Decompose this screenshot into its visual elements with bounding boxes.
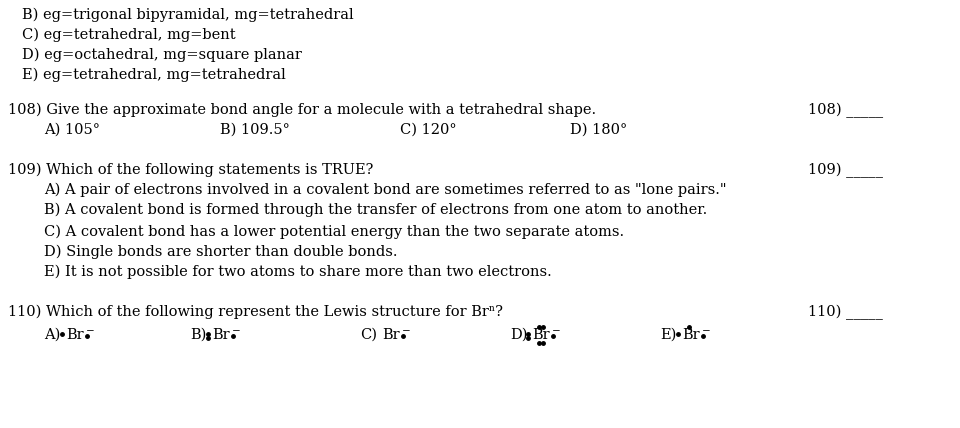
Text: C) 120°: C) 120° [400, 123, 457, 137]
Text: −: − [86, 327, 95, 336]
Text: A): A) [44, 328, 60, 342]
Text: −: − [402, 327, 411, 336]
Text: C) eg=tetrahedral, mg=bent: C) eg=tetrahedral, mg=bent [22, 28, 235, 42]
Text: B) 109.5°: B) 109.5° [220, 123, 290, 137]
Text: Br: Br [212, 328, 229, 342]
Text: E) eg=tetrahedral, mg=tetrahedral: E) eg=tetrahedral, mg=tetrahedral [22, 68, 286, 83]
Text: C) A covalent bond has a lower potential energy than the two separate atoms.: C) A covalent bond has a lower potential… [44, 225, 624, 239]
Text: A) 105°: A) 105° [44, 123, 100, 137]
Text: B) A covalent bond is formed through the transfer of electrons from one atom to : B) A covalent bond is formed through the… [44, 203, 708, 217]
Text: 109) Which of the following statements is TRUE?: 109) Which of the following statements i… [8, 163, 373, 177]
Text: D) eg=octahedral, mg=square planar: D) eg=octahedral, mg=square planar [22, 48, 301, 62]
Text: D) 180°: D) 180° [570, 123, 627, 137]
Text: Br: Br [532, 328, 550, 342]
Text: E): E) [660, 328, 677, 342]
Text: −: − [552, 327, 561, 336]
Text: B) eg=trigonal bipyramidal, mg=tetrahedral: B) eg=trigonal bipyramidal, mg=tetrahedr… [22, 8, 353, 22]
Text: 108) Give the approximate bond angle for a molecule with a tetrahedral shape.: 108) Give the approximate bond angle for… [8, 103, 596, 117]
Text: E) It is not possible for two atoms to share more than two electrons.: E) It is not possible for two atoms to s… [44, 265, 552, 279]
Text: Br: Br [682, 328, 700, 342]
Text: D): D) [510, 328, 527, 342]
Text: Br: Br [66, 328, 84, 342]
Text: 109) _____: 109) _____ [808, 163, 883, 178]
Text: A) A pair of electrons involved in a covalent bond are sometimes referred to as : A) A pair of electrons involved in a cov… [44, 183, 727, 197]
Text: D) Single bonds are shorter than double bonds.: D) Single bonds are shorter than double … [44, 245, 397, 259]
Text: 110) Which of the following represent the Lewis structure for Brⁿ?: 110) Which of the following represent th… [8, 305, 503, 319]
Text: Br: Br [382, 328, 399, 342]
Text: 108) _____: 108) _____ [808, 103, 883, 118]
Text: −: − [702, 327, 710, 336]
Text: B): B) [190, 328, 206, 342]
Text: C): C) [360, 328, 377, 342]
Text: 110) _____: 110) _____ [808, 305, 883, 320]
Text: −: − [232, 327, 241, 336]
